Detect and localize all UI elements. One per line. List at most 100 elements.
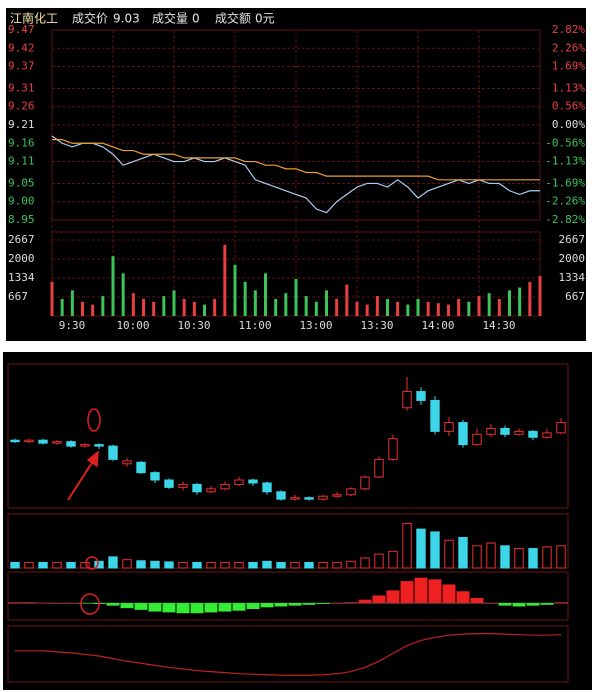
y-tick-label: 9.37 <box>8 60 35 73</box>
macd-bar <box>470 598 484 604</box>
candle-body <box>472 433 482 446</box>
annotations <box>67 408 101 615</box>
volume-bar <box>136 560 146 569</box>
price-line <box>52 139 540 181</box>
macd-bar <box>414 577 428 604</box>
volume-bar <box>314 301 318 316</box>
volume-bar <box>121 273 125 316</box>
volume-bar <box>234 561 244 569</box>
y-tick-label: 9.31 <box>8 81 35 94</box>
candle-body <box>556 422 566 434</box>
x-tick-label: 13:00 <box>299 319 332 332</box>
volume-bar <box>386 298 389 316</box>
volume-bar <box>335 298 339 316</box>
macd-bar <box>358 599 372 604</box>
volume-bar <box>467 301 471 316</box>
volume-bar <box>518 287 522 316</box>
volume-bar <box>131 293 135 316</box>
volume-bar <box>223 244 227 316</box>
volume-bar <box>274 298 278 316</box>
volume-bar <box>402 523 412 569</box>
candle-body <box>220 483 230 490</box>
volume-bar <box>447 304 450 316</box>
volume-bar <box>304 296 308 316</box>
indicator-line <box>15 633 562 676</box>
y-tick-label: 9.21 <box>8 118 35 131</box>
panel-frame <box>7 363 569 509</box>
volume-bar <box>375 296 379 316</box>
macd-bar <box>302 603 316 605</box>
candle-body <box>150 472 160 481</box>
volume-bar <box>388 550 398 569</box>
macd-bar <box>120 603 134 609</box>
y-tick-label: 9.16 <box>8 136 35 149</box>
volume-bar <box>436 303 440 316</box>
candle-body <box>500 427 510 435</box>
macd-bar <box>232 603 246 611</box>
macd-bar <box>512 603 526 607</box>
volume-bar <box>66 561 76 569</box>
macd-bar <box>274 603 288 607</box>
highlight-circle <box>85 556 99 570</box>
candle-body <box>430 399 440 432</box>
candle-body <box>290 497 300 500</box>
y2-tick-label: 1.13% <box>552 81 585 94</box>
macd-bar <box>540 603 554 605</box>
volume-bar <box>538 276 542 316</box>
volume-bar <box>444 539 454 569</box>
candle-body <box>458 422 468 446</box>
volume-bar <box>264 273 267 316</box>
macd-bar <box>260 603 274 608</box>
volume-bar <box>38 561 48 569</box>
volume-bar <box>248 561 258 569</box>
candle-body <box>542 432 552 438</box>
volume-bar <box>290 561 300 569</box>
volume-bar <box>101 296 105 316</box>
macd-bar <box>162 603 176 613</box>
y2-tick-label: 0.56% <box>552 100 585 113</box>
volume-bar <box>508 290 511 316</box>
candle-body <box>52 441 62 444</box>
panel-frame <box>7 513 569 569</box>
candle-body <box>38 439 48 444</box>
highlight-circle <box>80 593 100 615</box>
volume-bar <box>70 290 74 316</box>
macd-bar <box>400 581 414 604</box>
macd-bar <box>526 603 540 606</box>
volume-bar <box>220 561 230 569</box>
volume-bar <box>477 296 481 316</box>
candle-body <box>360 476 370 490</box>
volume-bar <box>416 298 420 316</box>
volume-bar <box>284 293 288 316</box>
macd-bar <box>176 603 190 614</box>
macd-bar <box>50 603 64 604</box>
candle-body <box>206 488 216 493</box>
candle-body <box>94 444 104 447</box>
field-value: 9.03 <box>113 12 140 26</box>
macd-bar <box>288 603 302 606</box>
macd-bar <box>78 603 92 604</box>
candle-body <box>248 479 258 484</box>
macd-bar <box>204 603 218 613</box>
volume-bar <box>332 561 342 569</box>
y2-tick-label: 2.26% <box>552 41 585 54</box>
x-tick-label: 11:00 <box>238 319 271 332</box>
candle-body <box>346 488 356 496</box>
candle-body <box>66 441 76 447</box>
volume-bar <box>294 278 298 316</box>
y-tick-label: 667 <box>8 290 28 303</box>
y-tick-label: 9.26 <box>8 100 35 113</box>
candle-body <box>136 461 146 474</box>
volume-bar <box>318 561 328 569</box>
macd-bar <box>442 584 456 604</box>
macd-bar <box>190 603 204 614</box>
field-value: 0 <box>192 12 200 26</box>
y2-tick-label: 2667 <box>559 233 586 246</box>
y-tick-label: 2667 <box>8 233 35 246</box>
macd-bar <box>498 603 512 606</box>
macd-bar <box>148 603 162 612</box>
macd-bar <box>134 603 148 610</box>
macd-bar <box>456 591 470 604</box>
macd-bar <box>428 579 442 604</box>
